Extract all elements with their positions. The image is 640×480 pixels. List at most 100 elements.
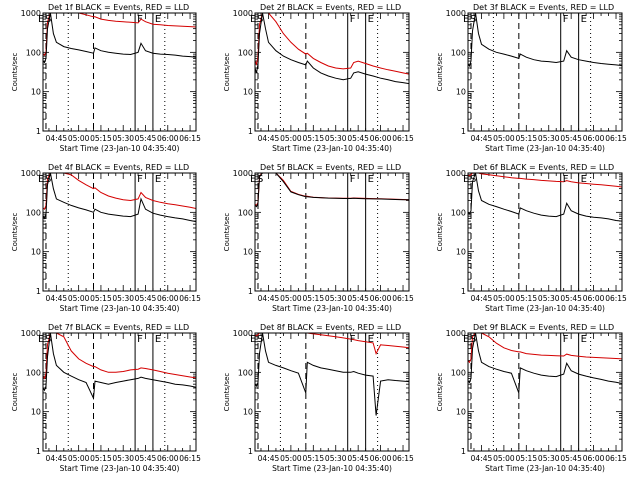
chart-panel-2: 1 10 100 1000 04:45 05:00 05:15 05:30 05:45 06:00… [223, 3, 414, 153]
annotation-label: E [581, 334, 587, 345]
y-axis-label: Counts/sec [11, 373, 19, 412]
x-axis-label: Start Time (23-Jan-10 04:35:40) [485, 304, 605, 313]
series-line-events [467, 332, 623, 394]
plot-frame [467, 332, 623, 452]
x-axis-label: Start Time (23-Jan-10 04:35:40) [272, 304, 392, 313]
x-tick-label: 06:15 [392, 134, 414, 143]
plot-frame [42, 12, 197, 132]
series-line-lld [42, 12, 197, 56]
x-tick-label: 06:00 [583, 294, 605, 303]
y-tick-label: 1000 [446, 9, 466, 18]
plot-frame [254, 12, 410, 132]
annotation-label: S [257, 174, 263, 185]
series-line-lld [42, 172, 197, 211]
y-tick-label: 100 [26, 368, 41, 377]
series-line-events [467, 172, 623, 222]
x-tick-label: 05:00 [68, 134, 90, 143]
annotation-label: E [38, 174, 44, 185]
plot-frame [42, 172, 197, 292]
x-tick-label: 05:00 [493, 134, 515, 143]
annotation-label: F [350, 14, 356, 25]
x-tick-label: 05:00 [280, 134, 302, 143]
y-axis-label: Counts/sec [223, 53, 231, 92]
annotation-label: F [563, 174, 569, 185]
chart-title: Det 9f BLACK = Events, RED = LLD [473, 323, 614, 332]
x-axis-label: Start Time (23-Jan-10 04:35:40) [272, 464, 392, 473]
x-tick-label: 05:00 [280, 454, 302, 463]
x-tick-label: 05:30 [538, 134, 560, 143]
y-tick-label: 100 [451, 48, 466, 57]
y-tick-label: 100 [451, 208, 466, 217]
y-tick-label: 100 [26, 208, 41, 217]
y-tick-label: 1000 [446, 329, 466, 338]
series-line-events [254, 172, 410, 208]
chart-panel-8: 1 10 100 1000 04:45 05:00 05:15 05:30 05:45 06:00… [223, 323, 414, 473]
chart-title: Det 4f BLACK = Events, RED = LLD [48, 163, 189, 172]
x-tick-label: 05:00 [68, 454, 90, 463]
x-tick-label: 05:15 [302, 134, 324, 143]
x-tick-label: 05:45 [560, 454, 582, 463]
series-line-events [42, 172, 197, 223]
annotation-label: F [137, 174, 143, 185]
x-tick-label: 06:15 [179, 134, 201, 143]
x-tick-label: 05:45 [135, 134, 157, 143]
y-tick-label: 100 [238, 48, 253, 57]
annotation-label: E [368, 174, 374, 185]
chart-panel-1: 1 10 100 1000 04:45 05:00 05:15 05:30 05:45 06:00… [11, 3, 201, 153]
x-tick-label: 05:45 [560, 134, 582, 143]
series-line-lld [254, 12, 410, 75]
x-tick-label: 06:00 [370, 454, 392, 463]
annotation-label: E [581, 14, 587, 25]
x-tick-label: 06:00 [370, 134, 392, 143]
series-line-lld [42, 332, 197, 380]
y-axis-label: Counts/sec [11, 213, 19, 252]
x-tick-label: 04:45 [258, 454, 280, 463]
x-tick-label: 05:30 [325, 454, 347, 463]
x-tick-label: 05:45 [560, 294, 582, 303]
x-tick-label: 05:00 [280, 294, 302, 303]
annotation-label: E [368, 334, 374, 345]
plot-frame [254, 332, 410, 452]
annotation-label: E [250, 334, 256, 345]
y-axis-label: Counts/sec [223, 213, 231, 252]
annotation-label: E [581, 174, 587, 185]
annotation-label: E [38, 334, 44, 345]
plot-frame [254, 172, 410, 292]
x-tick-label: 05:30 [538, 294, 560, 303]
annotation-label: S [45, 14, 51, 25]
x-tick-label: 05:30 [112, 454, 134, 463]
x-tick-label: 06:15 [605, 134, 627, 143]
y-tick-label: 10 [31, 88, 41, 97]
series-line-events [254, 12, 410, 85]
x-tick-label: 05:15 [302, 454, 324, 463]
y-tick-label: 1 [248, 127, 253, 136]
x-axis-label: Start Time (23-Jan-10 04:35:40) [60, 144, 180, 153]
x-tick-label: 05:45 [347, 134, 369, 143]
annotation-label: E [38, 14, 44, 25]
x-tick-label: 05:00 [493, 294, 515, 303]
y-tick-label: 10 [31, 248, 41, 257]
annotation-label: S [470, 334, 476, 345]
plot-frame [467, 172, 623, 292]
x-tick-label: 05:30 [325, 134, 347, 143]
chart-title: Det 3f BLACK = Events, RED = LLD [473, 3, 614, 12]
x-tick-label: 05:15 [90, 294, 112, 303]
x-tick-label: 04:45 [258, 134, 280, 143]
plot-frame [467, 12, 623, 132]
y-tick-label: 10 [456, 248, 466, 257]
chart-panel-7: 1 10 100 1000 04:45 05:00 05:15 05:30 05:45 06:00… [11, 323, 201, 473]
y-tick-label: 1000 [21, 329, 41, 338]
annotation-label: S [257, 14, 263, 25]
chart-title: Det 6f BLACK = Events, RED = LLD [473, 163, 614, 172]
annotation-label: E [463, 14, 469, 25]
annotation-label: F [563, 14, 569, 25]
y-tick-label: 100 [451, 368, 466, 377]
x-tick-label: 05:45 [135, 454, 157, 463]
x-tick-label: 05:30 [325, 294, 347, 303]
y-tick-label: 10 [456, 88, 466, 97]
chart-title: Det 8f BLACK = Events, RED = LLD [260, 323, 401, 332]
x-tick-label: 06:15 [392, 454, 414, 463]
annotation-label: S [45, 334, 51, 345]
x-tick-label: 05:45 [347, 294, 369, 303]
chart-title: Det 2f BLACK = Events, RED = LLD [260, 3, 401, 12]
